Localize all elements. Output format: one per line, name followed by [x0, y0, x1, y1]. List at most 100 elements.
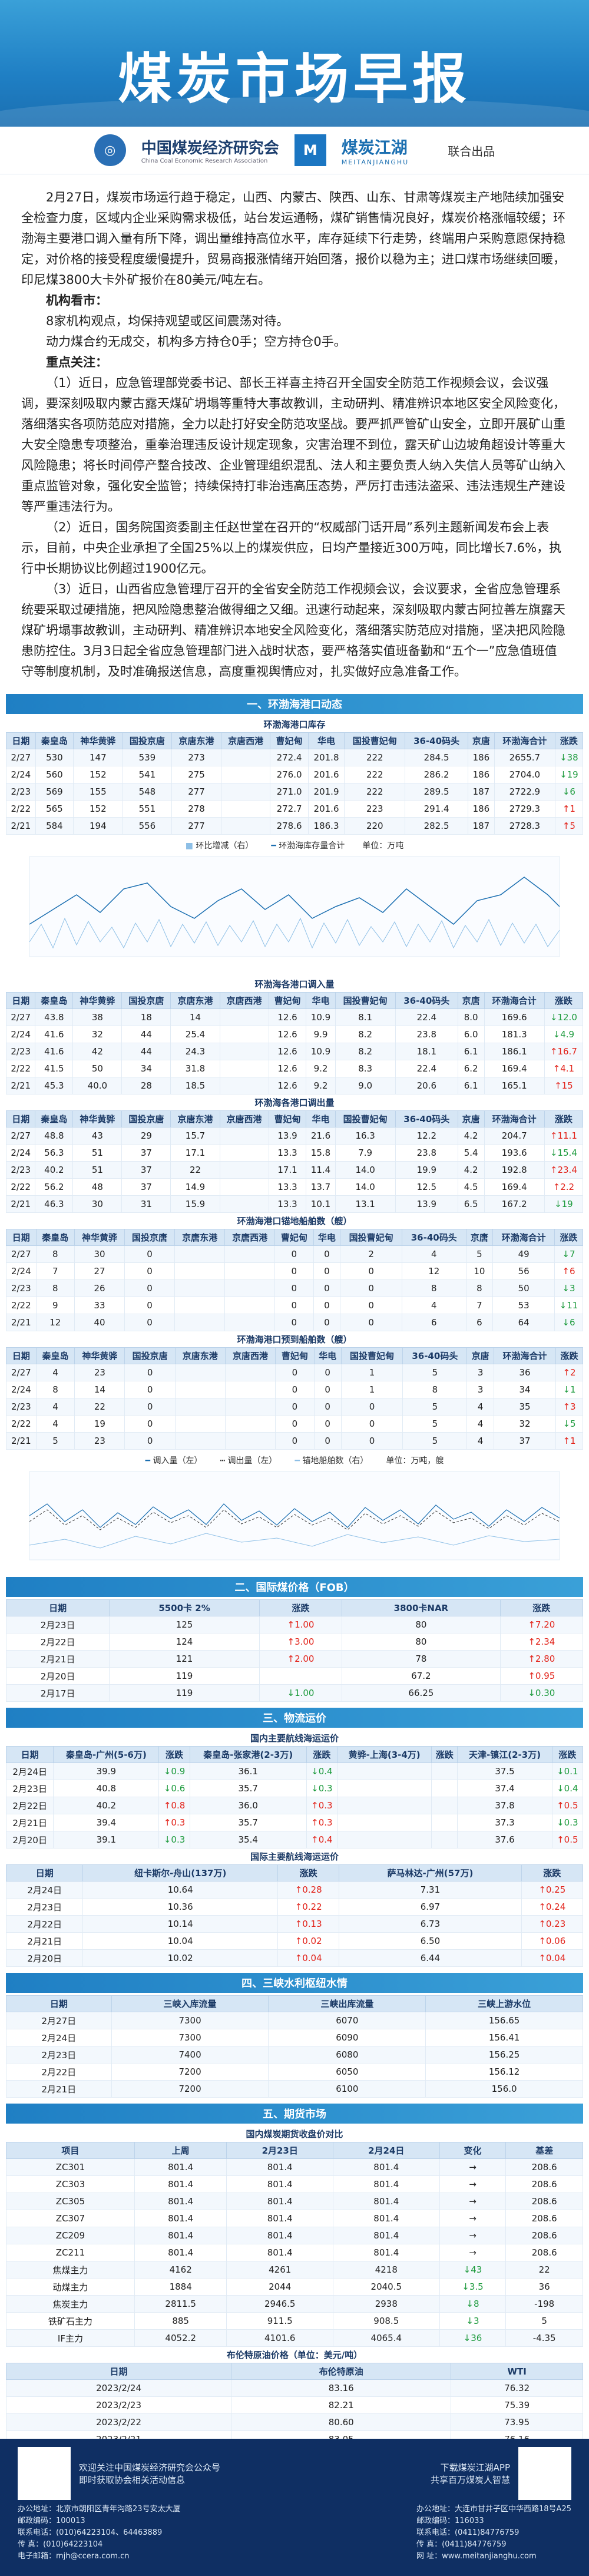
table-cell: 4.2 [457, 1127, 485, 1145]
table-cell: 6.73 [339, 1915, 522, 1933]
table-row: ZC303 801.4 801.4 801.4 → 208.6 [6, 2175, 583, 2193]
table-cell: 0 [313, 1381, 342, 1398]
table-cell: 4 [401, 1297, 466, 1314]
column-header: 华电 [306, 992, 336, 1009]
table-cell: 147 [73, 749, 123, 766]
column-header: 三峡上游水位 [425, 1995, 583, 2012]
table-cell [431, 1780, 458, 1797]
table-cell: 2月22日 [5, 1915, 84, 1933]
table-cell: 4 [401, 1245, 466, 1263]
table-row: 2月24日 10.64 ↑0.28 7.31 ↑0.25 [5, 1881, 583, 1899]
views-title: 机构看市： [46, 293, 108, 307]
table-cell: 49 [492, 1245, 555, 1263]
table-cell: 10.04 [82, 1932, 278, 1950]
table-cell: ↓4.9 [544, 1026, 584, 1043]
column-header: 涨跌 [521, 1864, 583, 1881]
table-cell: 8.0 [457, 1008, 485, 1026]
column-header: 三峡入库流量 [111, 1995, 269, 2012]
banner-wave [0, 97, 589, 127]
table-cell: 18.1 [395, 1043, 458, 1060]
port-inventory-table: 日期 秦皇岛 神华黄骅 国投京唐 京唐东港 京唐西港 曹妃甸 华电 国投曹妃甸 36-40码头 京唐… [6, 732, 584, 835]
table-row: 2月23日 10.36 ↑0.22 6.97 ↑0.24 [5, 1898, 583, 1916]
table-cell: 53 [492, 1297, 555, 1314]
table-cell: 801.4 [226, 2227, 333, 2244]
table-cell: 801.4 [333, 2244, 440, 2261]
table-cell: 2/22 [6, 800, 36, 818]
legend-label: 调入量（左） [153, 1456, 203, 1466]
footer-right: 下载煤炭江湖APP 共享百万煤炭人智慧 [431, 2447, 571, 2500]
legend-label: 环渤海库存量合计 [279, 841, 345, 851]
table-cell: ↓0.3 [306, 1780, 338, 1797]
table-cell: 32 [72, 1026, 123, 1043]
table-cell: 0 [124, 1364, 176, 1381]
mtjh-logo-icon: M [294, 134, 326, 166]
column-header: 日期 [5, 992, 36, 1009]
table-cell: 156.65 [425, 2012, 583, 2029]
table-cell: 801.4 [333, 2175, 440, 2193]
table-cell: 2704.0 [494, 766, 555, 783]
table-cell: 167.2 [484, 1195, 545, 1213]
table-cell: 35.4 [189, 1831, 307, 1848]
table-row: 2月21日 39.4 ↑0.3 35.7 ↑0.3 37.3 ↓0.3 [5, 1814, 584, 1831]
column-header: 36-40码头 [395, 992, 458, 1009]
table-row: 2/22 9 33 0 0 0 0 4 7 53 ↓11 [6, 1297, 584, 1314]
table-cell: 4 [35, 1398, 75, 1416]
table-cell: 801.4 [134, 2193, 227, 2210]
table-cell: 289.5 [405, 783, 468, 801]
table-cell: 801.4 [134, 2210, 227, 2227]
table-cell [224, 1245, 276, 1263]
table-cell: 2月23日 [5, 1898, 84, 1916]
column-header: 环渤海合计 [484, 1110, 545, 1127]
table-cell: ↓0.30 [499, 1684, 584, 1702]
table-cell: 0 [124, 1314, 176, 1331]
table-cell: 2/24 [5, 1144, 36, 1162]
column-header: 京唐 [457, 1110, 485, 1127]
chart-legend: ━ 调入量（左） ┅ 调出量（左） ━ 锚地船舶数（右） 单位：万吨，艘 [6, 1452, 583, 1469]
column-header: 上周 [134, 2142, 227, 2159]
table-cell: 14.9 [170, 1178, 220, 1196]
table-cell [174, 1364, 226, 1381]
column-header: 曹妃甸 [268, 1110, 307, 1127]
column-header: 涨跌 [259, 1599, 343, 1616]
table-cell [431, 1762, 458, 1780]
table-cell: 12.6 [268, 1008, 307, 1026]
contact-line: 传 真：(010)64223104 [18, 2540, 103, 2549]
table-cell: 165.1 [484, 1077, 545, 1094]
table-cell: 2/27 [5, 1008, 36, 1026]
table-cell: 0 [274, 1314, 314, 1331]
table-cell: ↑0.3 [306, 1814, 338, 1831]
table-cell: 539 [122, 749, 173, 766]
table-cell: 1 [340, 1364, 403, 1381]
table-cell: 2月21日 [5, 1814, 54, 1831]
table-cell: ↓1.00 [259, 1684, 343, 1702]
column-header: 京唐 [457, 992, 485, 1009]
table-cell: 15.9 [170, 1195, 220, 1213]
intro-section: 2月27日，煤炭市场运行趋于稳定，山西、内蒙古、陕西、山东、甘肃等煤炭主产地陆续… [0, 174, 589, 688]
contact-right: 办公地址：大连市甘井子区中华西路18号A25 邮政编码：116033 联系电话：… [416, 2504, 571, 2562]
table-cell [174, 1262, 226, 1280]
table-cell: 18 [121, 1008, 171, 1026]
table-cell: 39.9 [53, 1762, 160, 1780]
table-cell: 4052.2 [134, 2329, 227, 2347]
column-header: 纽卡斯尔-舟山(137万) [82, 1864, 278, 1881]
table-cell: 82.21 [231, 2396, 452, 2414]
column-header: 36-40码头 [401, 1229, 466, 1246]
table-cell: 6100 [268, 2080, 426, 2098]
table-cell: ↓0.3 [551, 1814, 584, 1831]
table-cell: 75.39 [451, 2396, 583, 2414]
table-cell: ZC211 [6, 2244, 135, 2261]
table-cell: 282.5 [405, 817, 468, 835]
table-cell: ↑2.00 [259, 1650, 343, 1668]
table-cell: 80.60 [231, 2413, 452, 2431]
footer: 欢迎关注中国煤炭经济研究会公众号 即时获取协会相关活动信息 下载煤炭江湖APP 共享… [0, 2439, 589, 2576]
table-cell: 4162 [134, 2261, 227, 2279]
table-cell: 33 [74, 1297, 125, 1314]
table-cell: 51 [72, 1144, 123, 1162]
table-cell: 801.4 [134, 2175, 227, 2193]
column-header: 基差 [505, 2142, 583, 2159]
contact-line: 办公地址：大连市甘井子区中华西路18号A25 [416, 2505, 571, 2514]
table-cell: 119 [109, 1684, 260, 1702]
table-cell [174, 1279, 226, 1297]
table-cell: 14.0 [335, 1161, 396, 1179]
table-cell [219, 1127, 269, 1145]
